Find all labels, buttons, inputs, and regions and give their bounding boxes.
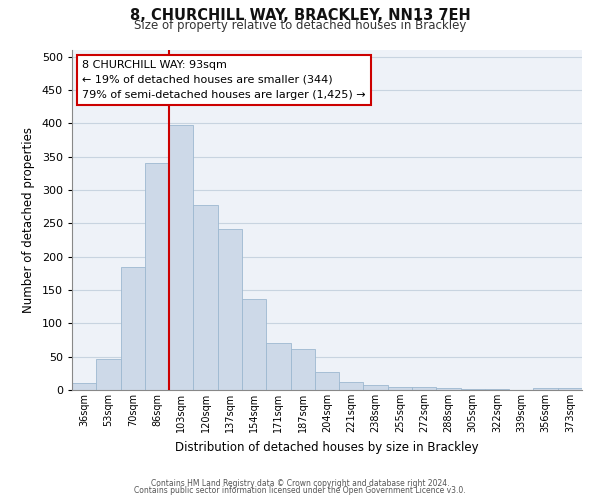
Bar <box>96 358 121 390</box>
Bar <box>169 124 193 390</box>
Bar <box>266 344 290 390</box>
Bar <box>193 206 218 390</box>
Bar <box>72 384 96 390</box>
Text: Contains public sector information licensed under the Open Government Licence v3: Contains public sector information licen… <box>134 486 466 495</box>
Bar <box>388 386 412 390</box>
Bar <box>218 228 242 390</box>
Y-axis label: Number of detached properties: Number of detached properties <box>22 127 35 313</box>
Bar <box>242 298 266 390</box>
Bar <box>558 388 582 390</box>
Bar <box>145 164 169 390</box>
Bar <box>290 348 315 390</box>
Bar <box>315 372 339 390</box>
Bar <box>339 382 364 390</box>
Text: 8, CHURCHILL WAY, BRACKLEY, NN13 7EH: 8, CHURCHILL WAY, BRACKLEY, NN13 7EH <box>130 8 470 22</box>
Text: Size of property relative to detached houses in Brackley: Size of property relative to detached ho… <box>134 19 466 32</box>
Bar <box>364 384 388 390</box>
Bar <box>533 388 558 390</box>
Bar <box>436 388 461 390</box>
Bar <box>412 388 436 390</box>
Text: Contains HM Land Registry data © Crown copyright and database right 2024.: Contains HM Land Registry data © Crown c… <box>151 478 449 488</box>
Text: 8 CHURCHILL WAY: 93sqm
← 19% of detached houses are smaller (344)
79% of semi-de: 8 CHURCHILL WAY: 93sqm ← 19% of detached… <box>82 60 366 100</box>
X-axis label: Distribution of detached houses by size in Brackley: Distribution of detached houses by size … <box>175 440 479 454</box>
Bar <box>121 266 145 390</box>
Bar <box>461 388 485 390</box>
